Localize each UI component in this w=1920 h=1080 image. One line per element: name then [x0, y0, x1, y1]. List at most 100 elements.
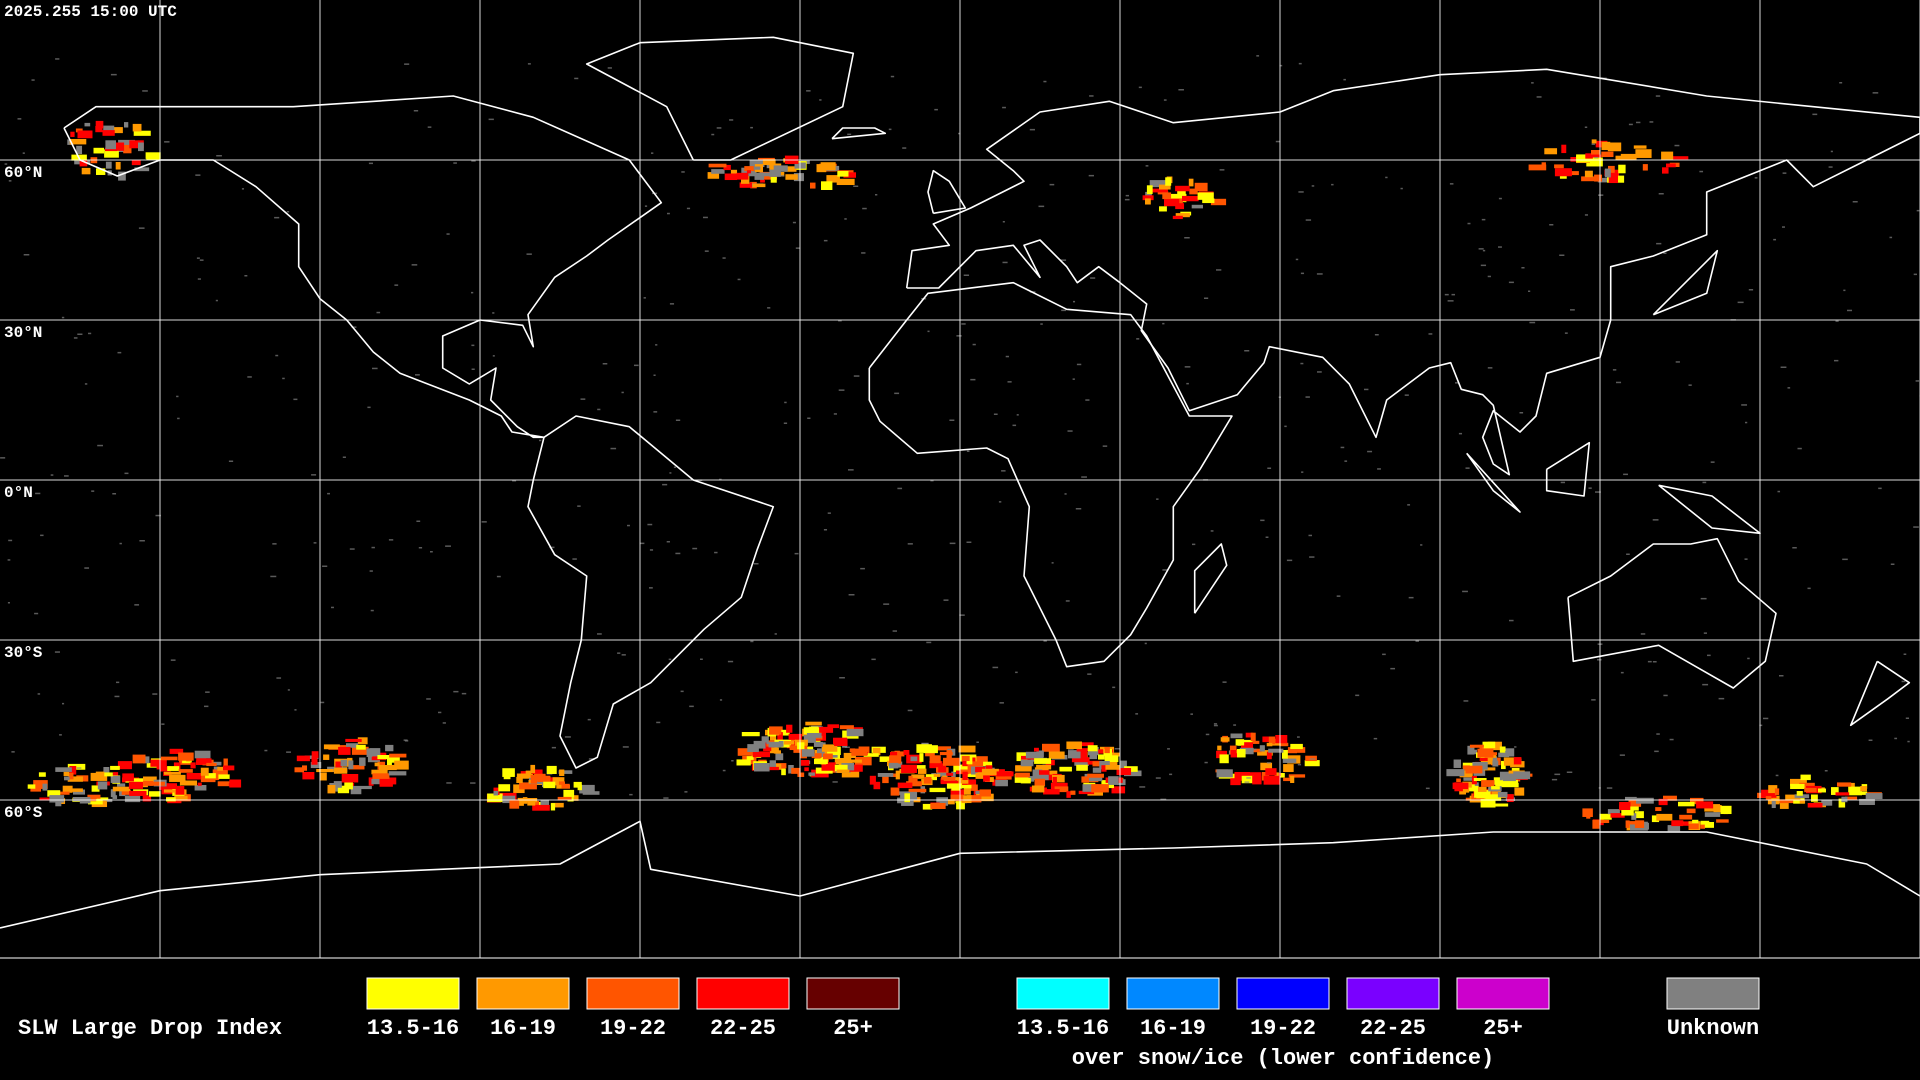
cloud-pixel [716, 127, 722, 129]
cloud-pixel [350, 786, 362, 795]
cloud-pixel [128, 781, 143, 789]
cloud-pixel [1513, 771, 1531, 780]
legend-swatch [1236, 977, 1330, 1010]
cloud-pixel [160, 766, 171, 772]
cloud-pixel [752, 183, 766, 188]
cloud-pixel [77, 130, 93, 139]
legend-label: 25+ [1483, 1016, 1523, 1041]
cloud-pixel [76, 767, 82, 769]
cloud-pixel [194, 785, 207, 791]
cloud-pixel [112, 772, 119, 778]
cloud-pixel [1067, 430, 1073, 432]
legend-label: 25+ [833, 1016, 873, 1041]
cloud-pixel [550, 803, 556, 811]
cloud-pixel [338, 746, 351, 755]
cloud-pixel [1606, 787, 1613, 789]
cloud-pixel [1636, 797, 1654, 804]
cloud-pixel [1025, 751, 1044, 759]
cloud-pixel [461, 692, 467, 695]
cloud-pixel [132, 123, 142, 132]
cloud-pixel [1138, 86, 1142, 89]
cloud-pixel [333, 781, 342, 788]
cloud-pixel [1162, 322, 1165, 325]
cloud-pixel [1554, 164, 1564, 169]
cloud-pixel [159, 783, 178, 790]
cloud-pixel [617, 652, 621, 654]
cloud-pixel [122, 773, 134, 782]
cloud-pixel [77, 333, 83, 335]
cloud-pixel [890, 75, 895, 78]
cloud-pixel [218, 774, 230, 779]
cloud-pixel [161, 723, 165, 725]
cloud-pixel [1493, 777, 1508, 785]
cloud-pixel [653, 374, 656, 376]
cloud-pixel [966, 450, 970, 452]
cloud-pixel [95, 126, 103, 133]
cloud-pixel [844, 746, 850, 748]
cloud-pixel [1245, 732, 1254, 738]
cloud-pixel [711, 169, 725, 174]
cloud-layer [0, 55, 1920, 832]
cloud-pixel [470, 782, 476, 784]
cloud-pixel [941, 776, 956, 780]
cloud-pixel [1529, 321, 1536, 324]
cloud-pixel [1178, 89, 1184, 91]
cloud-pixel [1504, 751, 1510, 753]
cloud-pixel [719, 699, 723, 701]
cloud-pixel [844, 218, 847, 220]
cloud-pixel [827, 724, 839, 729]
cloud-pixel [149, 791, 161, 797]
cloud-pixel [1219, 754, 1229, 764]
cloud-pixel [1038, 205, 1045, 208]
cloud-pixel [1182, 195, 1199, 202]
cloud-pixel [1467, 745, 1475, 755]
cloud-pixel [1244, 350, 1250, 352]
cloud-pixel [1860, 786, 1867, 792]
cloud-pixel [1607, 809, 1620, 815]
cloud-pixel [124, 472, 129, 475]
cloud-pixel [1039, 770, 1050, 775]
cloud-pixel [1865, 793, 1883, 800]
cloud-pixel [1377, 468, 1381, 470]
cloud-pixel [1671, 820, 1684, 827]
cloud-pixel [1219, 169, 1225, 171]
cloud-pixel [1519, 412, 1524, 414]
cloud-pixel [1210, 530, 1214, 532]
cloud-pixel [1308, 534, 1313, 537]
legend-swatch [1126, 977, 1220, 1010]
legend-label: 16-19 [490, 1016, 556, 1041]
cloud-pixel [1748, 289, 1754, 291]
cloud-pixel [1662, 167, 1669, 174]
cloud-pixel [580, 398, 586, 400]
cloud-pixel [1145, 165, 1149, 167]
cloud-pixel [150, 759, 166, 767]
cloud-pixel [1618, 164, 1626, 174]
cloud-pixel [1804, 787, 1817, 793]
cloud-pixel [834, 739, 848, 746]
cloud-pixel [131, 160, 141, 166]
cloud-pixel [758, 172, 773, 177]
cloud-pixel [1263, 775, 1281, 785]
cloud-pixel [241, 188, 245, 190]
cloud-pixel [1818, 788, 1826, 793]
cloud-pixel [413, 110, 419, 112]
cloud-pixel [117, 783, 126, 787]
cloud-pixel [1453, 759, 1462, 768]
cloud-pixel [707, 172, 720, 179]
cloud-pixel [1034, 778, 1046, 787]
cloud-pixel [813, 741, 823, 747]
cloud-pixel [1812, 113, 1818, 116]
cloud-pixel [418, 547, 423, 549]
cloud-pixel [35, 492, 41, 495]
cloud-pixel [229, 779, 242, 788]
cloud-pixel [516, 777, 523, 784]
legend-swatch [366, 977, 460, 1010]
cloud-pixel [914, 765, 926, 769]
cloud-pixel [102, 130, 115, 136]
legend-label: Unknown [1667, 1016, 1759, 1041]
cloud-pixel [22, 152, 25, 154]
cloud-pixel [1509, 619, 1514, 622]
cloud-pixel [806, 733, 822, 738]
cloud-pixel [110, 142, 125, 151]
cloud-pixel [1233, 724, 1237, 726]
